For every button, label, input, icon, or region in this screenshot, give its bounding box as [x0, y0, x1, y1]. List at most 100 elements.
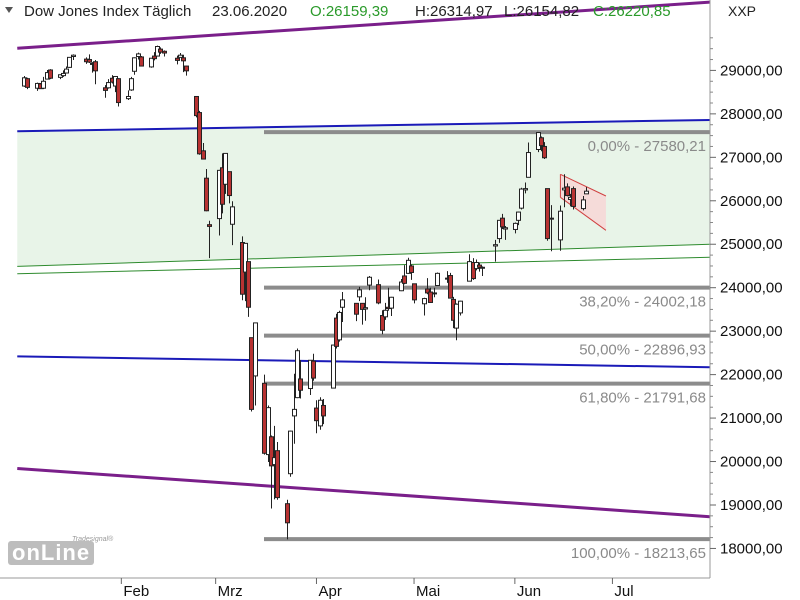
candle-79: [399, 279, 404, 292]
candle-59: [298, 360, 303, 399]
candle-body: [152, 55, 157, 60]
candle-body: [454, 303, 459, 329]
candle-32: [178, 53, 183, 58]
trendlines: [17, 0, 711, 519]
x-axis: Feb Mrz Apr Mai Jun Jul: [120, 578, 634, 600]
candle-body: [262, 382, 267, 454]
candle-1: [25, 77, 30, 90]
candle-body: [126, 95, 131, 100]
candle-106: [523, 182, 528, 194]
candle-105: [519, 187, 524, 210]
symbol-label: XXP: [727, 3, 756, 19]
candle-body: [500, 217, 505, 228]
candle-body: [249, 337, 254, 410]
candle-38: [204, 169, 209, 212]
candle-body: [516, 211, 521, 221]
trendline-2: [17, 118, 711, 133]
candle-body: [389, 296, 394, 309]
candle-body: [67, 56, 72, 68]
candle-56: [288, 430, 293, 477]
candle-body: [376, 284, 381, 304]
candle-6: [48, 69, 53, 80]
candle-49: [253, 322, 258, 406]
candle-111: [545, 188, 550, 241]
candle-body: [197, 112, 202, 155]
candle-25: [139, 56, 144, 67]
candle-104: [516, 211, 521, 226]
candle-93: [458, 300, 463, 316]
candle-body: [565, 186, 570, 197]
candle-body: [201, 150, 206, 160]
candles: [22, 45, 589, 540]
candle-body: [184, 65, 189, 72]
candle-50: [262, 374, 267, 455]
candle-78: [389, 296, 394, 316]
candle-76: [383, 302, 388, 320]
candle-body: [467, 261, 472, 282]
candle-body: [357, 289, 362, 298]
y-tick-label-0: 29000,00: [720, 62, 783, 79]
candle-body: [331, 344, 336, 389]
candle-body: [285, 503, 290, 524]
candle-37: [201, 142, 206, 160]
candle-107: [526, 142, 531, 178]
candle-58: [295, 348, 300, 399]
candle-body: [87, 59, 92, 63]
candle-body: [230, 206, 235, 225]
candle-17: [106, 79, 111, 89]
candle-body: [25, 78, 30, 88]
candle-body: [458, 300, 463, 314]
x-tick-label-3: Mai: [416, 583, 440, 600]
candle-body: [402, 275, 407, 284]
menu-triangle-icon[interactable]: [4, 5, 14, 15]
candle-75: [380, 310, 385, 335]
candle-body: [519, 188, 524, 209]
candle-body: [367, 276, 372, 286]
candle-35: [194, 95, 199, 118]
y-tick-label-10: 19000,00: [720, 497, 783, 514]
candle-64: [321, 398, 326, 425]
y-tick-label-4: 25000,00: [720, 236, 783, 253]
candle-100: [497, 219, 502, 243]
candle-body: [428, 291, 433, 303]
x-tick-label-4: Jun: [517, 583, 541, 600]
candle-body: [571, 188, 576, 207]
candle-body: [298, 378, 303, 391]
candle-46: [243, 242, 248, 302]
candle-body: [41, 80, 46, 89]
candle-body: [412, 283, 417, 301]
candle-8: [61, 70, 66, 77]
channel-line-0: [560, 173, 607, 197]
candle-body: [48, 69, 53, 79]
high-value: H:26314,97: [415, 3, 493, 20]
candle-body: [204, 177, 209, 212]
candle-body: [542, 145, 547, 159]
candle-113: [558, 205, 563, 251]
candle-21: [126, 90, 131, 100]
candle-61: [311, 353, 316, 381]
candle-4: [41, 76, 46, 90]
candle-body: [363, 307, 368, 310]
candle-16: [103, 85, 108, 98]
candle-26: [149, 57, 154, 68]
candle-71: [360, 302, 365, 325]
candle-body: [116, 78, 121, 104]
candle-48: [249, 337, 254, 412]
candle-body: [549, 217, 554, 220]
candle-body: [435, 272, 440, 287]
logo-main-text: onLine: [8, 541, 95, 565]
candle-body: [477, 264, 482, 268]
candle-body: [253, 322, 258, 377]
candle-70: [357, 286, 362, 302]
candle-body: [314, 407, 319, 422]
candle-88: [435, 272, 440, 287]
candle-29: [158, 47, 163, 54]
y-tick-label-11: 18000,00: [720, 540, 783, 557]
open-value: O:26159,39: [310, 3, 389, 20]
y-tick-label-9: 20000,00: [720, 454, 783, 471]
candle-85: [425, 278, 430, 295]
candle-20: [116, 78, 121, 107]
fibonacci-levels: 0,00% - 27580,21 38,20% - 24002,18 50,00% …: [264, 130, 710, 562]
candle-body: [269, 436, 274, 467]
